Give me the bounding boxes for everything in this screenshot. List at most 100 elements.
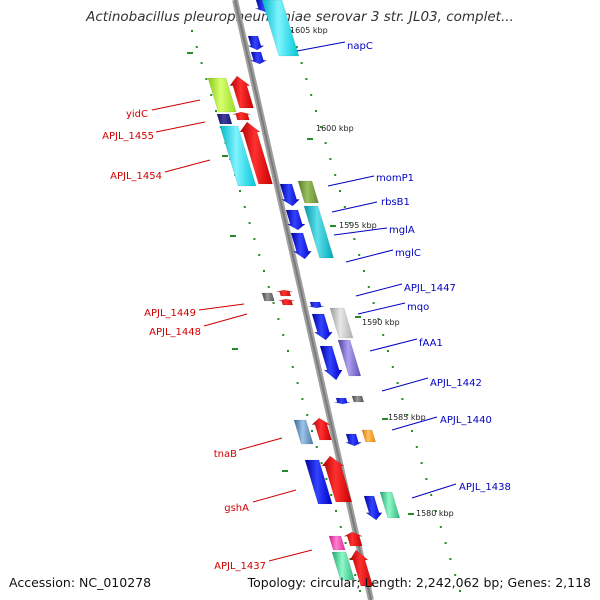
ruler-dot-outer — [319, 126, 322, 128]
leader-line-tnaB — [238, 437, 283, 451]
ruler-dot-inner — [339, 526, 342, 528]
gene-blue-block — [304, 459, 333, 505]
ruler-dot-inner — [195, 46, 198, 48]
ruler-dot-outer — [315, 110, 317, 112]
ruler-tick — [355, 316, 361, 318]
leader-line-mqo — [357, 302, 406, 315]
ruler-dot-inner — [320, 462, 323, 464]
gene-mglA — [285, 209, 306, 231]
ruler-tick — [282, 470, 288, 472]
gene-rbsB1 — [297, 180, 319, 204]
gene-gshA — [321, 455, 353, 503]
leader-line-napC — [296, 41, 346, 52]
gene-APJL_1442-dark — [351, 395, 365, 403]
ruler-tick — [232, 348, 238, 350]
leader-line-APJL_1442 — [381, 377, 429, 392]
gene-APJL_1437 — [344, 531, 363, 547]
topology-summary: Topology: circular; Length: 2,242,062 bp… — [247, 575, 591, 590]
gene-label-APJL_1447: APJL_1447 — [404, 283, 456, 294]
ruler-dot-outer — [353, 238, 356, 240]
ruler-dot-inner — [258, 254, 261, 256]
ruler-dot-outer — [396, 382, 399, 384]
gene-APJL_1438-green — [379, 491, 401, 519]
kbp-label: 1605 kbp — [290, 26, 328, 35]
gene-mqo — [311, 313, 334, 341]
ruler-dot-outer — [387, 350, 389, 352]
ruler-dot-inner — [291, 366, 294, 368]
ruler-dot-outer — [444, 542, 447, 544]
leader-line-APJL_1440 — [391, 416, 438, 431]
gene-label-tnaB: tnaB — [214, 449, 237, 460]
ruler-dot-outer — [324, 142, 327, 144]
ruler-dot-outer — [454, 574, 457, 576]
ruler-dot-inner — [325, 478, 328, 480]
ruler-dot-outer — [348, 222, 351, 224]
ruler-tick — [408, 513, 414, 515]
gene-mglC — [290, 232, 313, 260]
kbp-label: 1580 kbp — [416, 509, 454, 518]
ruler-dot-inner — [239, 190, 241, 192]
gene-steel-block — [293, 419, 314, 445]
gene-APJL_1449 — [276, 289, 293, 297]
ruler-dot-outer — [425, 478, 428, 480]
gene-label-mqo: mqo — [407, 302, 429, 313]
gene-APJL_1440 — [345, 433, 362, 447]
ruler-dot-inner — [277, 318, 280, 320]
ruler-dot-inner — [248, 222, 251, 224]
leader-line-APJL_1437 — [268, 549, 313, 562]
gene-yidC — [229, 75, 254, 109]
ruler-dot-outer — [291, 30, 293, 32]
ruler-dot-outer — [449, 558, 452, 560]
gene-label-APJL_1449: APJL_1449 — [144, 308, 196, 319]
gene-block-dark — [261, 292, 275, 302]
gene-label-mglC: mglC — [395, 248, 421, 259]
gene-napC-cyan — [261, 0, 300, 57]
leader-line-rbsB1 — [331, 201, 378, 213]
ruler-tick — [187, 52, 193, 54]
gene-label-APJL_1455: APJL_1455 — [102, 131, 154, 142]
gene-label-APJL_1438: APJL_1438 — [459, 482, 511, 493]
gene-APJL_1440-orange — [361, 429, 376, 443]
gene-label-APJL_1437: APJL_1437 — [214, 561, 266, 572]
ruler-dot-inner — [215, 110, 217, 112]
backbone-line-core — [234, 0, 372, 600]
gene-label-APJL_1442: APJL_1442 — [430, 378, 482, 389]
kbp-label: 1585 kbp — [388, 413, 426, 422]
leader-line-APJL_1455 — [155, 121, 206, 133]
ruler-dot-outer — [415, 446, 418, 448]
leader-line-gshA — [252, 489, 297, 503]
ruler-dot-inner — [311, 430, 313, 432]
gene-APJL_1447 — [308, 301, 325, 309]
ruler-dot-inner — [330, 494, 333, 496]
ruler-dot-inner — [253, 238, 256, 240]
ruler-dot-inner — [243, 206, 246, 208]
gene-APJL_1448 — [278, 298, 295, 306]
ruler-dot-inner — [191, 30, 193, 32]
ruler-dot-inner — [205, 78, 208, 80]
ruler-dot-outer — [367, 286, 370, 288]
gene-label-napC: napC — [347, 41, 373, 52]
ruler-dot-inner — [315, 446, 318, 448]
ruler-dot-inner — [272, 302, 275, 304]
leader-line-APJL_1438 — [411, 483, 457, 499]
ruler-dot-inner — [287, 350, 289, 352]
ruler-dot-inner — [306, 414, 309, 416]
gene-label-APJL_1440: APJL_1440 — [440, 415, 492, 426]
gene-momP1 — [279, 183, 301, 207]
gene-fAA1 — [319, 345, 343, 381]
ruler-dot-inner — [200, 62, 203, 64]
ruler-dot-outer — [295, 46, 298, 48]
ruler-tick — [222, 155, 228, 157]
ruler-dot-outer — [363, 270, 365, 272]
gene-magenta-block — [328, 535, 346, 551]
leader-line-mglC — [345, 249, 394, 263]
gene-block-navy — [216, 113, 233, 125]
leader-line-APJL_1447 — [355, 283, 403, 297]
ruler-dot-outer — [439, 526, 442, 528]
gene-label-APJL_1448: APJL_1448 — [149, 327, 201, 338]
leader-line-momP1 — [327, 175, 375, 187]
gene-fAA1-purple — [337, 339, 362, 377]
ruler-dot-outer — [300, 62, 303, 64]
leader-line-fAA1 — [369, 338, 418, 352]
